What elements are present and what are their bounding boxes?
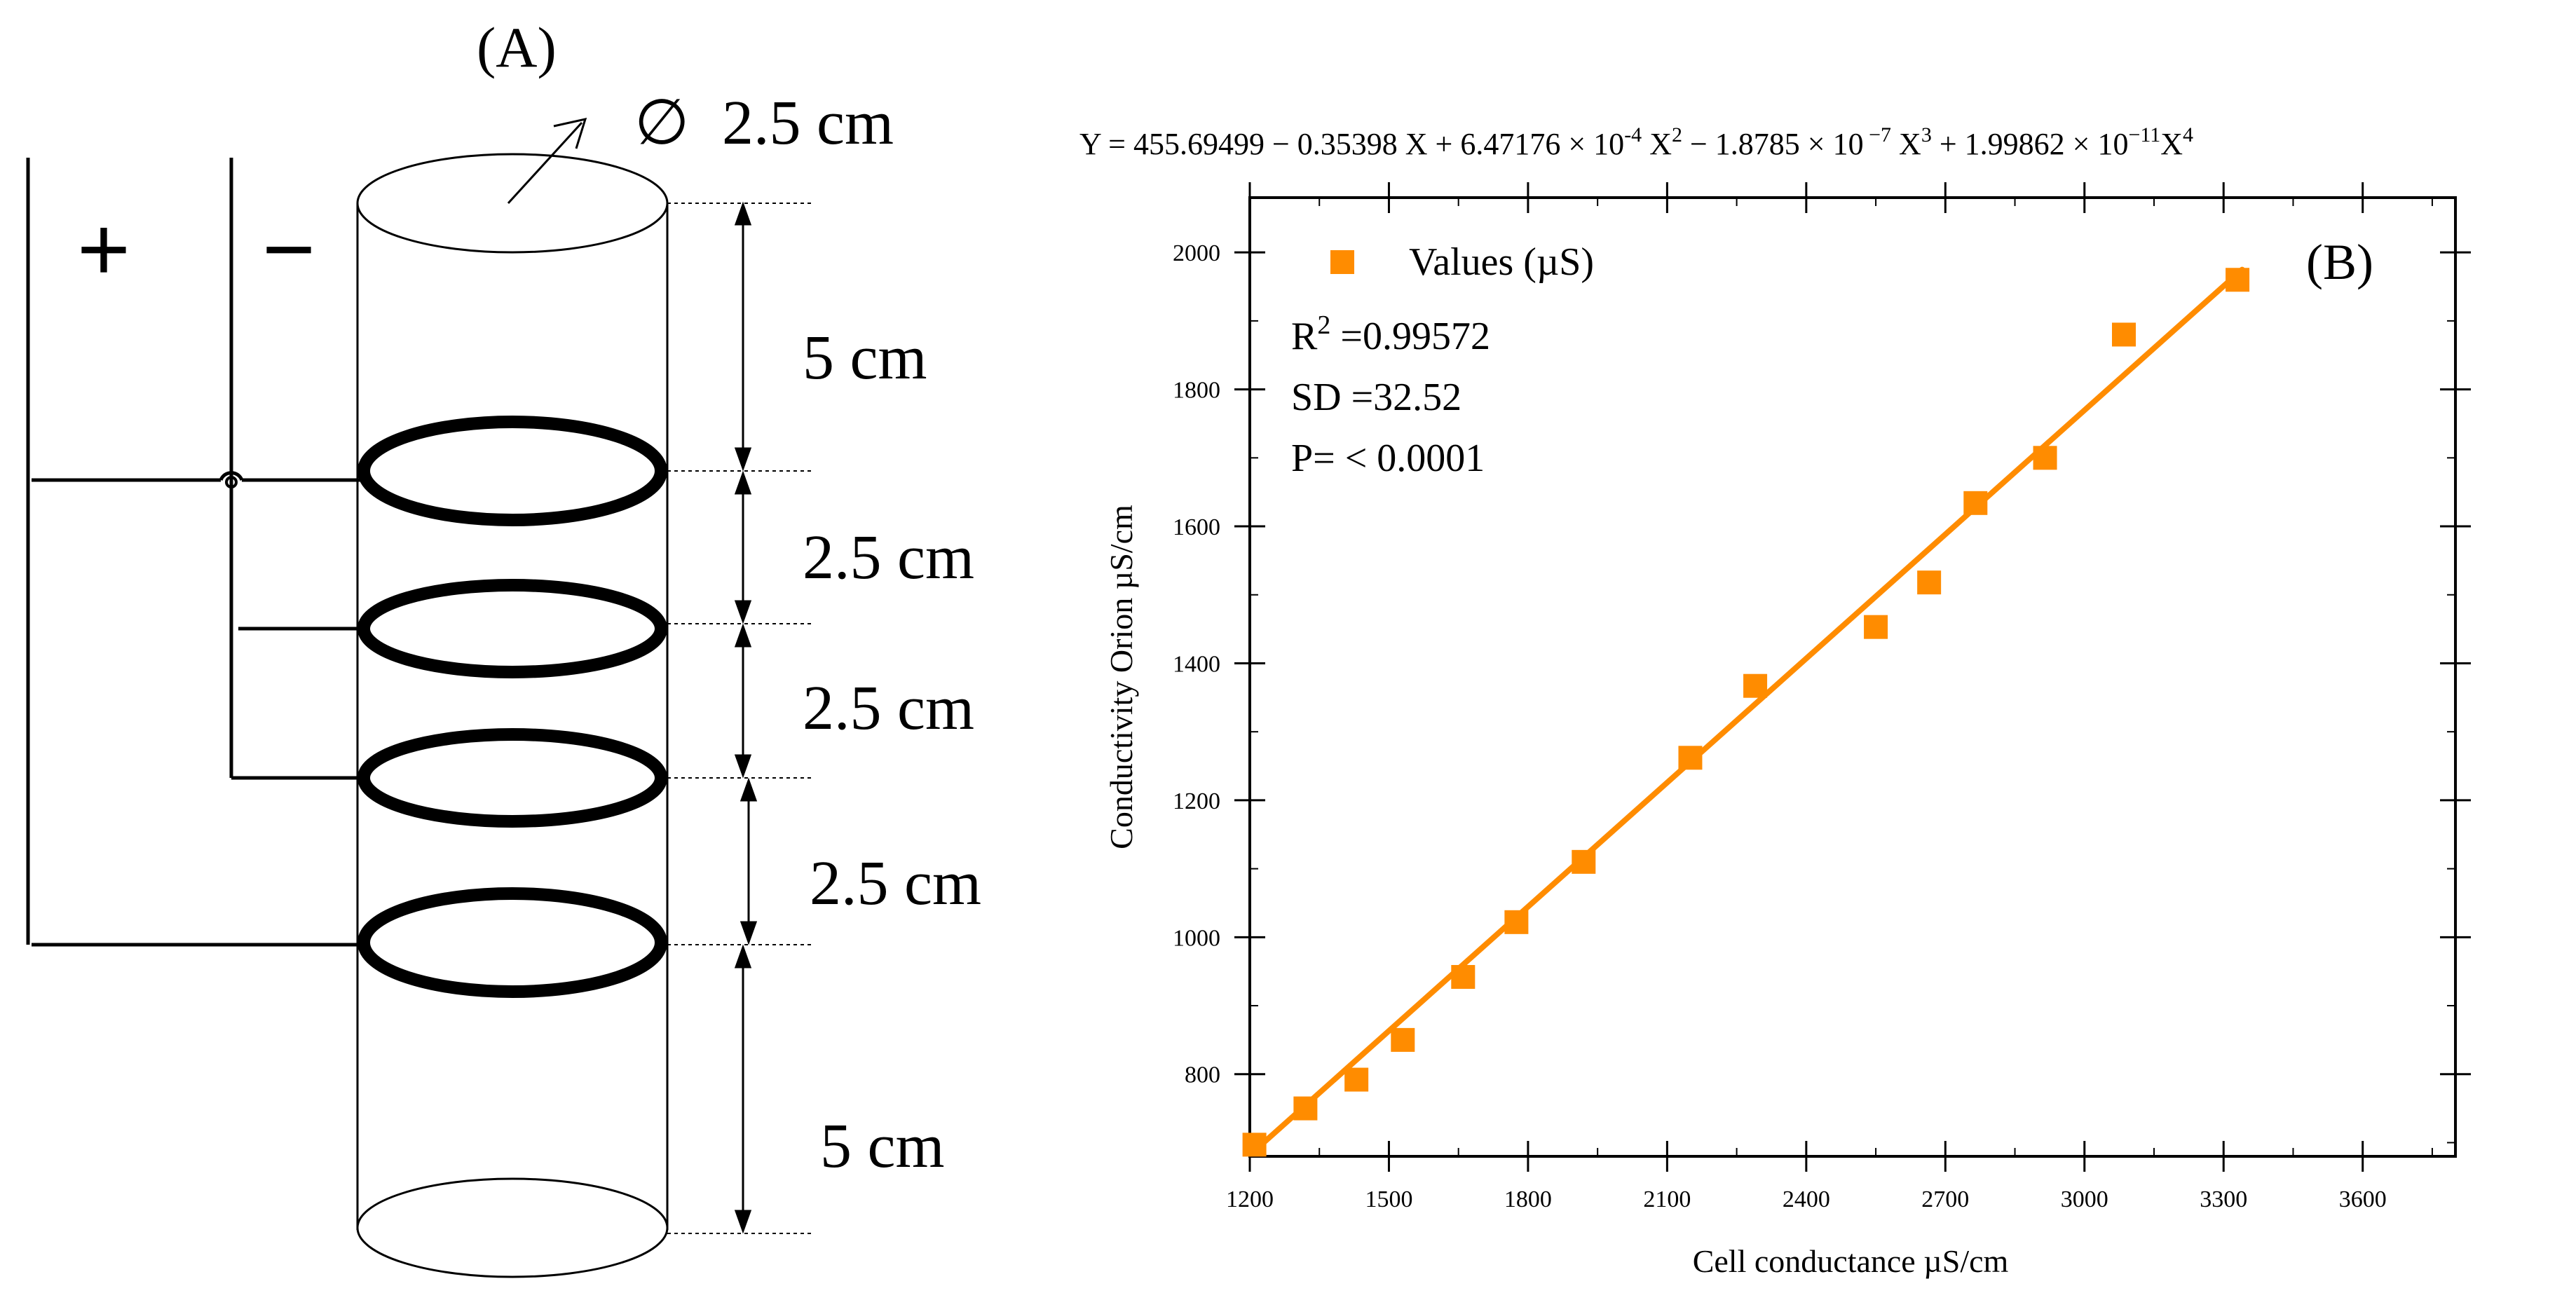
spacing-label: 2.5 cm bbox=[803, 673, 974, 743]
ring-electrode bbox=[357, 579, 667, 678]
y-tick-label: 1000 bbox=[1173, 925, 1220, 951]
data-point bbox=[1242, 1133, 1267, 1157]
x-tick-label: 1200 bbox=[1226, 1186, 1274, 1212]
y-axis-label: Conductivity Orion µS/cm bbox=[1103, 505, 1139, 849]
fit-line bbox=[1251, 266, 2245, 1154]
data-point bbox=[1743, 673, 1768, 698]
diameter-symbol: ∅ bbox=[634, 88, 689, 158]
spacing-label: 2.5 cm bbox=[810, 849, 981, 918]
x-axis: 1200 1500 1800 2100 2400 2700 3000 3300 3600 bbox=[1226, 182, 2387, 1212]
y-tick-label: 1200 bbox=[1173, 788, 1220, 814]
dimension-arrows bbox=[734, 201, 758, 1234]
reference-lines bbox=[667, 203, 813, 1234]
data-point bbox=[1678, 746, 1703, 770]
panel-a-label: (A) bbox=[477, 15, 557, 79]
ring-electrode bbox=[357, 887, 667, 998]
diameter-label: 2.5 cm bbox=[722, 88, 894, 158]
wires bbox=[26, 158, 364, 947]
r-squared: R2 =0.99572 bbox=[1291, 310, 1490, 358]
data-points bbox=[1242, 268, 2250, 1157]
ring-electrode bbox=[357, 416, 667, 526]
cylinder-top-ellipse bbox=[356, 153, 669, 254]
data-point bbox=[2033, 446, 2057, 470]
wire-crossover bbox=[225, 476, 238, 488]
x-tick-label: 2400 bbox=[1783, 1186, 1830, 1212]
y-tick-label: 2000 bbox=[1173, 240, 1220, 266]
data-point bbox=[1917, 570, 1942, 595]
data-point bbox=[1572, 849, 1596, 874]
standard-deviation: SD =32.52 bbox=[1291, 376, 1461, 419]
data-point bbox=[2226, 268, 2250, 292]
x-tick-label: 1800 bbox=[1504, 1186, 1552, 1212]
x-tick-label: 2700 bbox=[1921, 1186, 1969, 1212]
data-point bbox=[1451, 964, 1476, 989]
spacing-label: 5 cm bbox=[820, 1111, 944, 1181]
panel-b-label: (B) bbox=[2306, 234, 2373, 290]
cylinder-bottom-ellipse bbox=[356, 1177, 669, 1278]
x-axis-minor-ticks bbox=[1318, 198, 2433, 1156]
ring-electrode bbox=[357, 728, 667, 828]
spacing-label: 2.5 cm bbox=[803, 523, 974, 592]
calibration-chart: Y = 455.69499 − 0.35398 X + 6.47176 × 10… bbox=[1079, 123, 2471, 1279]
cylinder bbox=[356, 153, 669, 1278]
p-value: P= < 0.0001 bbox=[1291, 437, 1485, 480]
legend: Values (µS) bbox=[1330, 240, 1594, 284]
fit-equation: Y = 455.69499 − 0.35398 X + 6.47176 × 10… bbox=[1079, 123, 2193, 161]
x-tick-label: 3600 bbox=[2339, 1186, 2387, 1212]
spacing-label: 5 cm bbox=[803, 323, 927, 392]
data-point bbox=[1963, 491, 1988, 515]
data-point bbox=[1344, 1067, 1369, 1092]
x-tick-label: 3000 bbox=[2061, 1186, 2108, 1212]
legend-marker bbox=[1330, 250, 1354, 274]
y-tick-label: 1600 bbox=[1173, 514, 1220, 540]
ring-electrodes bbox=[357, 416, 667, 998]
data-point bbox=[1864, 615, 1888, 639]
y-tick-label: 1800 bbox=[1173, 378, 1220, 404]
x-tick-label: 1500 bbox=[1365, 1186, 1412, 1212]
plus-terminal: + bbox=[77, 198, 130, 300]
minus-terminal: − bbox=[262, 198, 315, 300]
data-point bbox=[1504, 910, 1529, 934]
x-axis-label: Cell conductance µS/cm bbox=[1693, 1243, 2009, 1279]
y-tick-label: 1400 bbox=[1173, 651, 1220, 677]
diameter-indicator: ∅ 2.5 cm bbox=[507, 88, 894, 205]
data-point bbox=[2112, 322, 2136, 347]
x-tick-label: 2100 bbox=[1643, 1186, 1691, 1212]
y-tick-label: 800 bbox=[1185, 1062, 1220, 1088]
legend-label: Values (µS) bbox=[1409, 240, 1594, 284]
plot-frame bbox=[1248, 196, 2457, 1158]
x-tick-label: 3300 bbox=[2200, 1186, 2247, 1212]
y-axis: 800 1000 1200 1400 1600 1800 2000 bbox=[1173, 240, 2471, 1088]
data-point bbox=[1391, 1027, 1415, 1052]
electrode-diagram: (A) ∅ 2.5 cm + − bbox=[26, 15, 981, 1278]
data-point bbox=[1293, 1096, 1318, 1121]
